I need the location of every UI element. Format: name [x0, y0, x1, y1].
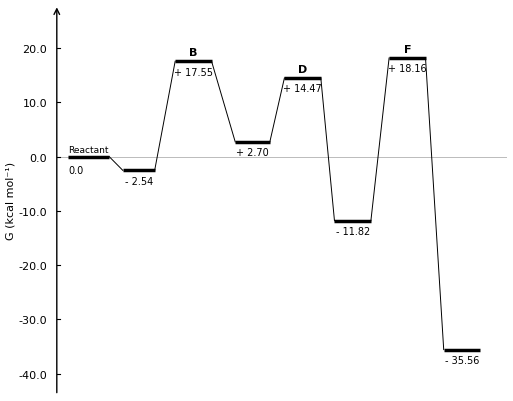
Text: + 17.55: + 17.55 — [174, 67, 213, 77]
Text: - 2.54: - 2.54 — [125, 176, 153, 186]
Text: + 18.16: + 18.16 — [388, 64, 427, 74]
Text: - 11.82: - 11.82 — [336, 227, 370, 237]
Text: - 35.56: - 35.56 — [445, 355, 479, 365]
Text: B: B — [189, 49, 198, 58]
Text: + 14.47: + 14.47 — [283, 84, 322, 94]
Text: 0.0: 0.0 — [68, 165, 84, 175]
Y-axis label: G (kcal mol⁻¹): G (kcal mol⁻¹) — [6, 162, 15, 239]
Text: F: F — [404, 45, 411, 55]
Text: D: D — [298, 65, 307, 75]
Text: + 2.70: + 2.70 — [236, 148, 269, 158]
Text: Reactant: Reactant — [68, 146, 109, 154]
